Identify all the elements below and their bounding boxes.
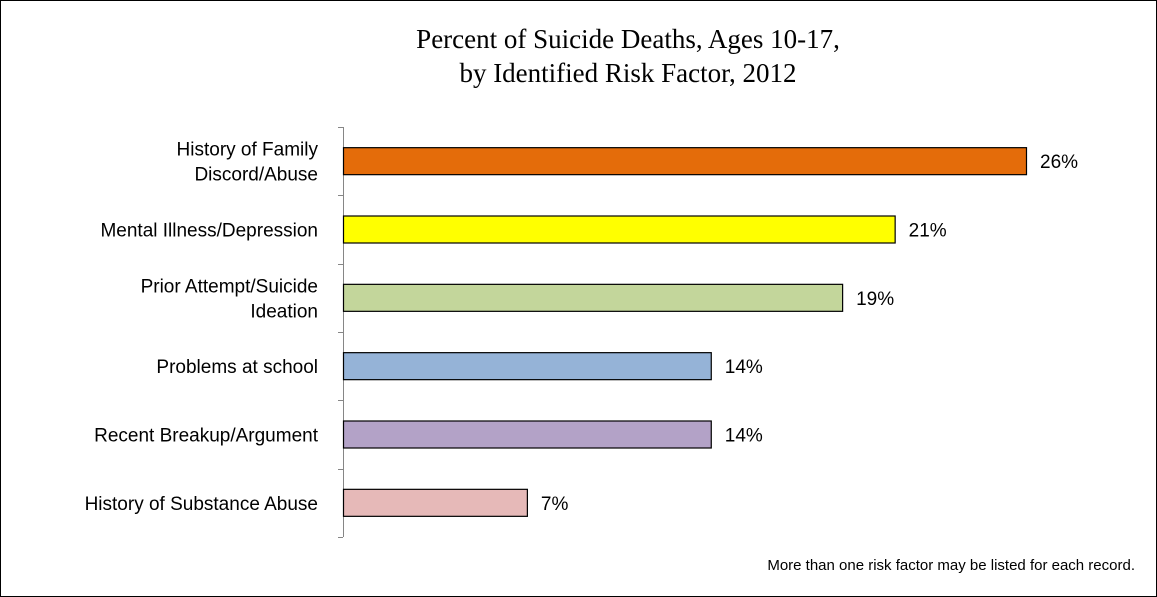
data-label: 26% <box>1040 152 1078 173</box>
category-label: Prior Attempt/Suicide <box>141 276 318 297</box>
category-label: Mental Illness/Depression <box>100 221 318 242</box>
chart-title-line-1: Percent of Suicide Deaths, Ages 10-17, <box>416 24 840 54</box>
bar <box>342 420 712 449</box>
chart-title-line-2: by Identified Risk Factor, 2012 <box>459 58 797 88</box>
data-label: 14% <box>725 357 763 378</box>
category-label: History of Substance Abuse <box>85 494 318 515</box>
data-label: 14% <box>725 426 763 447</box>
bar <box>342 147 1028 176</box>
chart-title: Percent of Suicide Deaths, Ages 10-17, b… <box>0 22 1157 90</box>
category-label: Problems at school <box>156 357 318 378</box>
data-label: 21% <box>909 221 947 242</box>
bar <box>342 283 844 312</box>
category-label: History of Family <box>177 140 319 161</box>
chart-footnote: More than one risk factor may be listed … <box>767 557 1135 574</box>
data-label: 7% <box>541 494 569 515</box>
bar <box>342 352 712 381</box>
bar <box>342 488 528 517</box>
category-label: Discord/Abuse <box>194 165 318 186</box>
bar <box>342 215 896 244</box>
category-label: Ideation <box>250 301 318 322</box>
data-label: 19% <box>856 289 894 310</box>
category-label: Recent Breakup/Argument <box>94 426 319 447</box>
